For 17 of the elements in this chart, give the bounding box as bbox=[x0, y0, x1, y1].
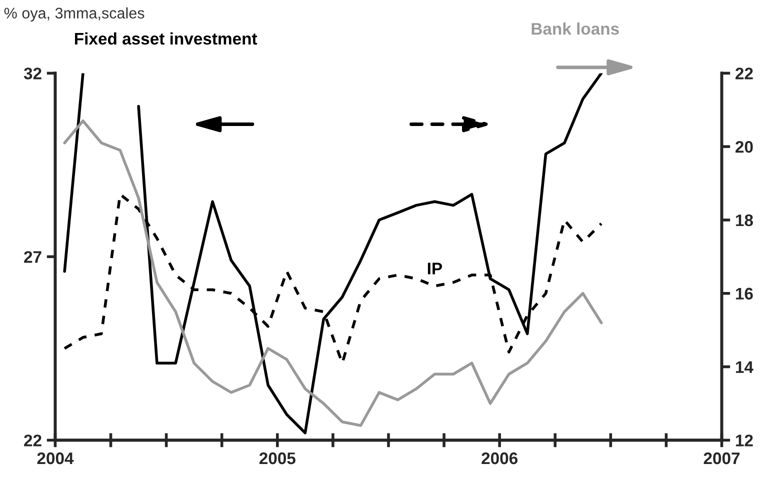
y-tick-label: 32 bbox=[24, 68, 42, 80]
x-tick-label: 2004 bbox=[37, 452, 74, 464]
y2-tick-label: 18 bbox=[736, 214, 753, 226]
y-tick-label: 22 bbox=[24, 434, 42, 446]
x-tick-label: 2006 bbox=[482, 452, 518, 464]
y2-tick-label: 20 bbox=[736, 140, 753, 153]
text: % oya, 3mma,scales bbox=[4, 7, 144, 22]
y-tick-label: 27 bbox=[24, 251, 42, 263]
y2-tick-label: 14 bbox=[736, 361, 754, 373]
y2-tick-label: 12 bbox=[736, 434, 753, 446]
series-label: Fixed asset investment bbox=[75, 32, 258, 45]
y2-tick-label: 22 bbox=[736, 68, 753, 80]
x-tick-label: 2007 bbox=[704, 452, 740, 464]
series-label: IP bbox=[428, 262, 442, 274]
y2-tick-label: 16 bbox=[736, 288, 753, 300]
x-tick-label: 2005 bbox=[259, 452, 296, 464]
text: Bank loans bbox=[532, 22, 619, 35]
